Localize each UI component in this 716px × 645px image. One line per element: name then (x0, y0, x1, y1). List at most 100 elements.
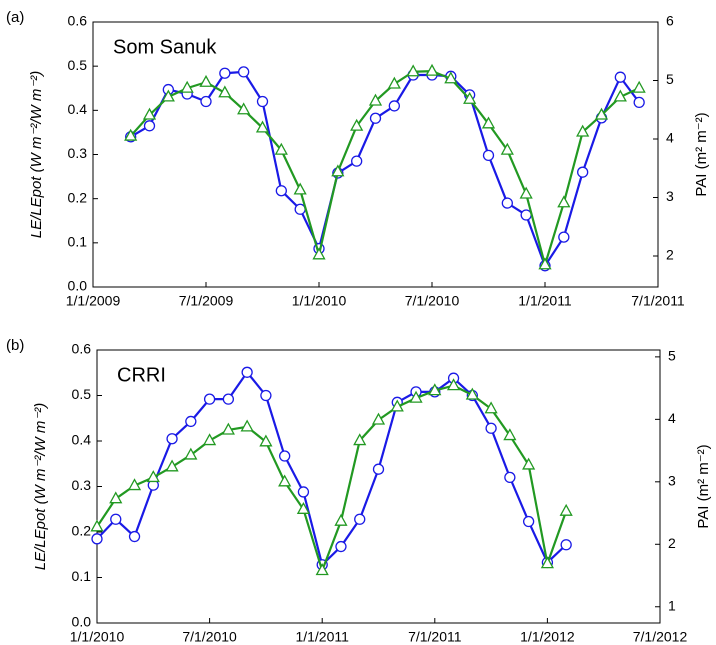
annotation: Som Sanuk (113, 36, 217, 58)
point (501, 197, 513, 209)
y2-tick-label: 5 (666, 71, 674, 87)
y2-tick-label: 6 (666, 13, 674, 29)
x-tick-label: 1/1/2012 (520, 629, 575, 645)
point (259, 434, 273, 447)
point (237, 102, 251, 115)
point (334, 513, 348, 526)
point (222, 393, 235, 405)
x-tick-label: 1/1/2011 (295, 629, 349, 645)
point (522, 515, 535, 528)
point (372, 463, 385, 475)
point (241, 366, 253, 378)
point (560, 539, 572, 551)
point (520, 209, 532, 221)
point (260, 389, 272, 402)
x-tick-label: 7/1/2012 (633, 629, 688, 645)
x-tick-label: 7/1/2010 (405, 293, 460, 309)
point (632, 80, 646, 93)
y2-tick-label: 2 (666, 247, 674, 263)
point (504, 471, 516, 484)
y2-tick-label: 4 (668, 410, 676, 426)
point (354, 513, 366, 525)
point (371, 412, 386, 425)
point (633, 96, 645, 109)
point (484, 401, 498, 414)
y-tick-label: 0.4 (68, 101, 88, 117)
point (110, 513, 122, 525)
x-tick-label: 7/1/2010 (182, 629, 237, 645)
point (146, 470, 160, 483)
point (142, 107, 157, 120)
point (279, 450, 291, 462)
point (238, 66, 250, 78)
point (465, 387, 479, 400)
point (124, 128, 138, 141)
x-tick-label: 1/1/2009 (66, 293, 121, 309)
point (275, 185, 287, 197)
point (463, 91, 477, 104)
point (594, 107, 609, 120)
point (296, 501, 311, 514)
point (444, 71, 458, 84)
point (180, 80, 194, 93)
point (315, 563, 329, 576)
point (577, 166, 589, 178)
point (406, 64, 420, 77)
y-tick-label: 0.3 (72, 477, 92, 493)
plot-frame (96, 349, 661, 624)
point (613, 89, 627, 102)
point (369, 112, 382, 124)
point (409, 390, 423, 403)
point (538, 257, 552, 270)
y-tick-label: 0.6 (72, 341, 92, 357)
y-tick-label: 0.5 (68, 57, 88, 73)
point (161, 89, 175, 102)
point (350, 118, 364, 131)
y-axis-label: LE/LEpot (W m⁻²/W m⁻²) (32, 403, 49, 571)
point (522, 457, 536, 470)
x-tick-label: 7/1/2009 (179, 293, 234, 309)
point (519, 186, 533, 199)
point (90, 519, 104, 532)
point (482, 149, 495, 162)
point (91, 533, 103, 545)
point (387, 76, 401, 89)
point (255, 120, 270, 133)
point (503, 428, 517, 441)
point (221, 422, 235, 435)
point (185, 415, 197, 428)
y2-tick-label: 4 (666, 130, 674, 146)
point (559, 503, 573, 516)
y-tick-label: 0.5 (72, 386, 92, 402)
point (293, 182, 307, 195)
y2-tick-label: 3 (666, 188, 674, 204)
point (219, 67, 231, 79)
series-line (129, 70, 640, 269)
point (331, 164, 345, 177)
y2-tick-label: 1 (668, 597, 676, 613)
y2-axis-label: PAI (m² m⁻²) (695, 444, 712, 528)
y-tick-label: 0.3 (68, 145, 88, 161)
point (199, 74, 213, 87)
point (203, 393, 216, 405)
x-tick-label: 1/1/2010 (70, 629, 125, 645)
point (203, 433, 217, 446)
point (425, 63, 439, 76)
point (446, 378, 461, 391)
point (128, 530, 141, 543)
point (540, 556, 554, 569)
point (576, 124, 590, 137)
point (166, 433, 178, 445)
point (297, 486, 310, 498)
y-tick-label: 0.1 (68, 234, 88, 250)
point (614, 71, 626, 83)
point (218, 85, 232, 98)
panel-label: (b) (6, 337, 24, 354)
point (390, 399, 404, 412)
point (127, 478, 142, 491)
point (485, 422, 497, 434)
x-tick-label: 1/1/2010 (292, 293, 347, 309)
point (278, 474, 292, 487)
point (353, 433, 367, 446)
